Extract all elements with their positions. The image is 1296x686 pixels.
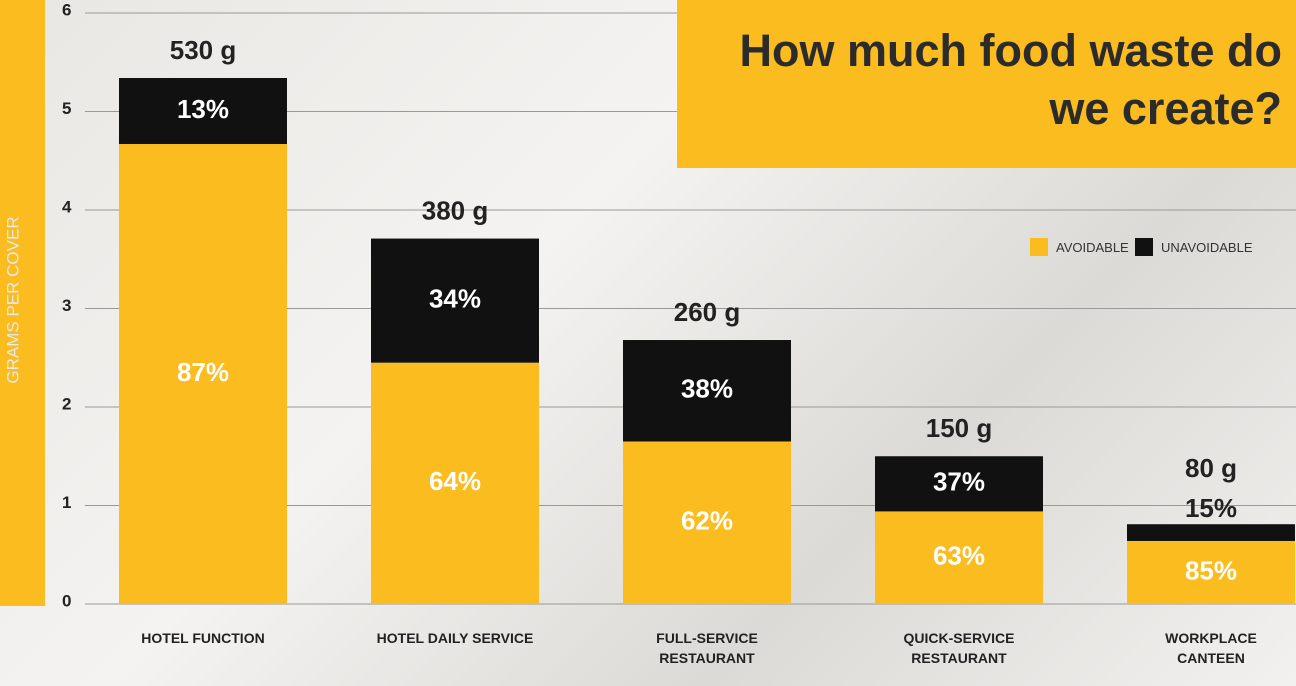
bar-segment xyxy=(1127,524,1295,541)
y-tick-label: 6 xyxy=(62,0,71,19)
share-label: 15% xyxy=(1185,493,1237,523)
y-axis-label: GRAMS PER COVER xyxy=(3,216,22,383)
y-tick-label: 2 xyxy=(62,394,71,413)
y-tick-label: 0 xyxy=(62,591,71,610)
share-label: 64% xyxy=(429,466,481,496)
x-tick-label: QUICK-SERVICE RESTAURANT xyxy=(859,628,1059,668)
legend-swatch xyxy=(1135,238,1153,256)
legend-swatch xyxy=(1030,238,1048,256)
title-box: How much food waste do we create? xyxy=(677,0,1296,168)
total-label: 530 g xyxy=(170,35,237,65)
share-label: 13% xyxy=(177,94,229,124)
y-tick-label: 3 xyxy=(62,296,71,315)
x-tick-label: HOTEL FUNCTION xyxy=(103,628,303,648)
y-tick-label: 5 xyxy=(62,99,71,118)
x-tick-label: HOTEL DAILY SERVICE xyxy=(355,628,555,648)
x-tick-label: WORKPLACE CANTEEN xyxy=(1111,628,1296,668)
legend-item: AVOIDABLE xyxy=(1030,238,1129,256)
share-label: 34% xyxy=(429,283,481,313)
legend-label: AVOIDABLE xyxy=(1056,240,1129,255)
share-label: 37% xyxy=(933,467,985,497)
page: GRAMS PER COVER 0 1 2 3 4 5 6 87% 13% 530 g 64% 34%… xyxy=(0,0,1296,686)
y-tick-label: 4 xyxy=(62,197,72,216)
legend-item: UNAVOIDABLE xyxy=(1135,238,1253,256)
share-label: 85% xyxy=(1185,555,1237,585)
share-label: 62% xyxy=(681,506,733,536)
legend-label: UNAVOIDABLE xyxy=(1161,240,1253,255)
total-label: 150 g xyxy=(926,413,993,443)
share-label: 63% xyxy=(933,541,985,571)
total-label: 380 g xyxy=(422,195,489,225)
share-label: 38% xyxy=(681,374,733,404)
x-tick-label: FULL-SERVICE RESTAURANT xyxy=(607,628,807,668)
share-label: 87% xyxy=(177,357,229,387)
y-tick-label: 1 xyxy=(62,493,71,512)
total-label: 260 g xyxy=(674,297,741,327)
chart-title: How much food waste do we create? xyxy=(702,22,1282,138)
total-label: 80 g xyxy=(1185,453,1237,483)
